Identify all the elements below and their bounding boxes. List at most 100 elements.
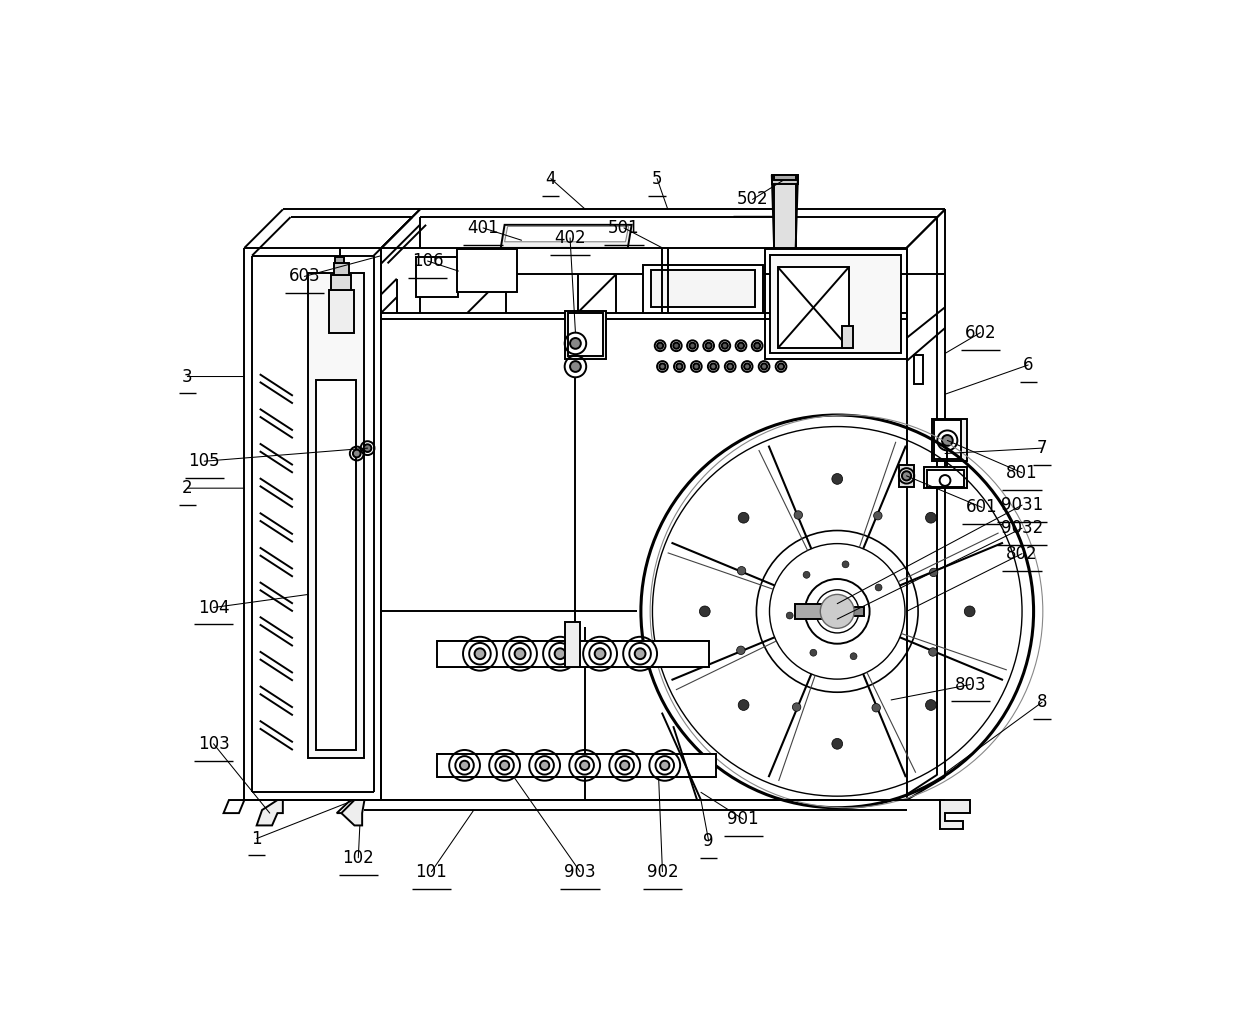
Circle shape — [722, 343, 728, 349]
Circle shape — [676, 364, 682, 370]
Text: 101: 101 — [415, 863, 448, 880]
Bar — [334, 263, 350, 275]
Circle shape — [875, 584, 882, 591]
Polygon shape — [501, 225, 631, 248]
Text: 9032: 9032 — [1001, 520, 1043, 537]
Bar — [651, 271, 755, 307]
Bar — [932, 418, 967, 461]
Text: 901: 901 — [728, 810, 759, 828]
Circle shape — [570, 362, 580, 372]
Circle shape — [706, 343, 712, 349]
Circle shape — [475, 649, 485, 659]
Circle shape — [930, 568, 937, 576]
Circle shape — [821, 594, 854, 628]
Circle shape — [872, 703, 880, 712]
Circle shape — [353, 449, 361, 458]
Circle shape — [786, 613, 794, 619]
Text: 602: 602 — [965, 323, 996, 342]
Text: 104: 104 — [197, 598, 229, 617]
Circle shape — [804, 571, 810, 578]
Text: 103: 103 — [197, 734, 229, 753]
Circle shape — [727, 364, 733, 370]
Polygon shape — [257, 800, 283, 825]
Bar — [795, 603, 837, 619]
Bar — [644, 264, 763, 313]
Circle shape — [460, 760, 469, 770]
Circle shape — [363, 444, 372, 452]
Text: 802: 802 — [1006, 544, 1038, 563]
Circle shape — [965, 606, 975, 617]
Text: 903: 903 — [564, 863, 596, 880]
Circle shape — [738, 699, 749, 711]
Bar — [417, 257, 459, 298]
Text: 2: 2 — [182, 479, 192, 497]
Bar — [774, 175, 796, 180]
Polygon shape — [940, 800, 971, 828]
Circle shape — [693, 364, 699, 370]
Circle shape — [942, 435, 952, 446]
Circle shape — [777, 364, 784, 370]
Bar — [564, 622, 580, 667]
Text: 4: 4 — [546, 169, 556, 188]
Text: 502: 502 — [737, 190, 769, 209]
Circle shape — [825, 599, 849, 624]
Circle shape — [761, 364, 768, 370]
Bar — [564, 311, 606, 358]
Circle shape — [901, 471, 911, 480]
Circle shape — [744, 364, 750, 370]
Text: 1: 1 — [252, 829, 262, 847]
Circle shape — [438, 278, 445, 286]
Bar — [926, 470, 963, 487]
Circle shape — [738, 566, 745, 575]
Bar — [335, 257, 345, 263]
Circle shape — [570, 338, 580, 349]
Polygon shape — [337, 800, 357, 813]
Bar — [568, 313, 603, 355]
Text: 902: 902 — [646, 863, 678, 880]
Circle shape — [810, 650, 817, 656]
Circle shape — [928, 474, 936, 483]
Circle shape — [420, 278, 428, 286]
Circle shape — [660, 364, 666, 370]
Circle shape — [620, 760, 630, 770]
Bar — [316, 380, 356, 750]
Bar — [771, 175, 799, 184]
Text: 105: 105 — [188, 452, 221, 470]
Polygon shape — [505, 226, 629, 242]
Text: 7: 7 — [1037, 439, 1048, 458]
Circle shape — [737, 646, 745, 655]
Circle shape — [925, 699, 936, 711]
Text: 501: 501 — [608, 219, 640, 237]
Bar — [436, 754, 717, 777]
Bar — [777, 268, 849, 348]
Bar — [774, 180, 796, 248]
Circle shape — [738, 343, 744, 349]
Circle shape — [832, 473, 843, 484]
Circle shape — [657, 343, 663, 349]
Text: 9031: 9031 — [1001, 496, 1043, 514]
Text: 601: 601 — [966, 498, 998, 516]
Text: 803: 803 — [955, 676, 986, 693]
Text: 106: 106 — [412, 252, 444, 270]
Text: 603: 603 — [289, 268, 320, 285]
Text: 402: 402 — [554, 229, 585, 247]
Circle shape — [832, 739, 843, 749]
Polygon shape — [223, 800, 244, 813]
Circle shape — [554, 649, 565, 659]
Circle shape — [711, 364, 717, 370]
Circle shape — [831, 605, 843, 618]
Bar — [456, 250, 517, 291]
Circle shape — [794, 510, 802, 520]
Circle shape — [500, 760, 510, 770]
Bar — [837, 606, 864, 616]
Circle shape — [515, 649, 526, 659]
Circle shape — [673, 343, 680, 349]
Text: 8: 8 — [1037, 693, 1048, 712]
Bar — [934, 420, 961, 459]
Circle shape — [738, 512, 749, 523]
Text: 801: 801 — [1006, 464, 1038, 481]
Circle shape — [689, 343, 696, 349]
Bar — [770, 255, 901, 353]
Circle shape — [660, 760, 670, 770]
Circle shape — [635, 649, 646, 659]
